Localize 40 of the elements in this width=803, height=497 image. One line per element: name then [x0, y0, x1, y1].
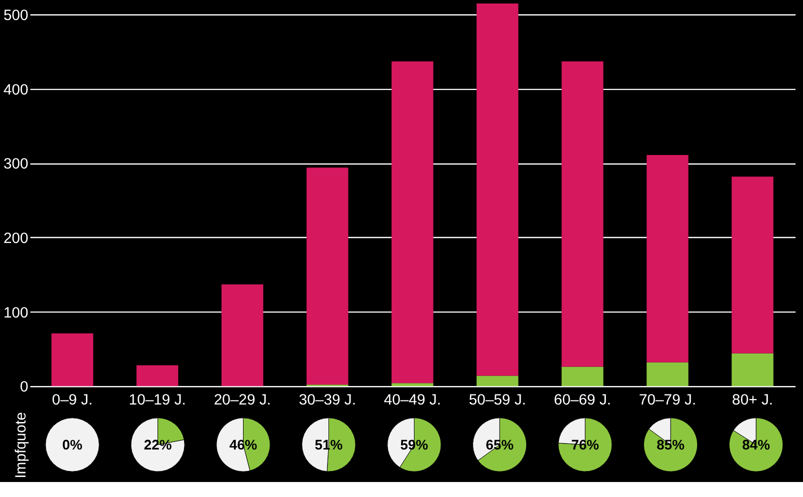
bar [51, 333, 94, 386]
data-label: 51% [314, 436, 343, 453]
pie-slice [558, 418, 612, 472]
y-tick-label: 400 [3, 82, 28, 98]
x-tick-label: 50–59 J. [468, 392, 526, 408]
bar [646, 155, 688, 362]
bar [306, 168, 348, 385]
bar [222, 284, 264, 386]
pie-slice [729, 418, 784, 472]
x-tick-label: 0–9 J. [52, 392, 93, 408]
text: Impfquote [13, 412, 30, 478]
bar [732, 176, 774, 354]
x-tick-label: 10–19 J. [128, 392, 186, 408]
bar [136, 365, 178, 386]
y-tick-label: 0 [20, 380, 28, 396]
data-label: 84% [742, 436, 770, 453]
text: 0% [62, 436, 82, 453]
y-tick-label: 500 [3, 8, 28, 24]
bar [562, 61, 604, 367]
x-tick-label: 30–39 J. [298, 392, 356, 408]
bar [476, 376, 518, 386]
y-tick-label: 300 [3, 156, 28, 173]
data-label: 22% [144, 436, 172, 453]
x-tick-label: 80+ J. [732, 392, 774, 408]
pie-slice [644, 418, 698, 472]
data-label: 85% [656, 436, 685, 453]
pie-slice [130, 418, 185, 472]
y-tick-label: 200 [3, 230, 28, 247]
x-tick-label: 40–49 J. [384, 392, 441, 408]
y-tick-label: 100 [3, 305, 28, 322]
bar [392, 383, 434, 386]
x-tick-label: 60–69 J. [554, 392, 612, 408]
bar [646, 362, 688, 386]
bar [732, 353, 774, 386]
x-tick-label: 20–29 J. [214, 392, 271, 408]
x-tick-label: 70–79 J. [638, 392, 696, 408]
bar [392, 61, 434, 384]
bar [476, 3, 518, 376]
bar [562, 366, 604, 386]
data-label: 76% [571, 436, 600, 453]
